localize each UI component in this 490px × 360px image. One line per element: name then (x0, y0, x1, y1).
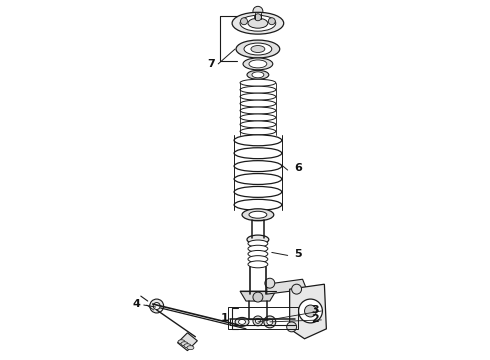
Ellipse shape (240, 79, 276, 86)
Circle shape (241, 18, 247, 25)
Ellipse shape (248, 240, 268, 247)
Polygon shape (240, 291, 276, 301)
Circle shape (305, 305, 317, 317)
Text: 6: 6 (294, 163, 302, 173)
Text: 2: 2 (312, 314, 319, 324)
Ellipse shape (234, 148, 282, 159)
Ellipse shape (240, 93, 276, 100)
Text: 5: 5 (294, 249, 302, 260)
Ellipse shape (248, 18, 268, 28)
Ellipse shape (234, 174, 282, 184)
Polygon shape (267, 279, 307, 294)
Text: 7: 7 (207, 59, 215, 69)
Ellipse shape (248, 261, 268, 268)
Ellipse shape (242, 209, 274, 221)
Circle shape (298, 299, 322, 323)
Text: 3: 3 (312, 305, 319, 315)
Ellipse shape (248, 251, 268, 257)
Ellipse shape (184, 344, 191, 348)
Ellipse shape (178, 340, 185, 344)
Ellipse shape (243, 58, 273, 70)
Ellipse shape (240, 114, 276, 121)
Ellipse shape (240, 86, 276, 93)
Bar (228, 307, 297, 329)
Circle shape (264, 316, 276, 328)
Ellipse shape (235, 318, 249, 327)
Circle shape (292, 284, 301, 294)
Ellipse shape (252, 72, 264, 78)
Circle shape (287, 322, 296, 332)
Circle shape (254, 14, 261, 21)
Ellipse shape (236, 40, 280, 58)
Circle shape (267, 319, 273, 325)
Ellipse shape (234, 199, 282, 210)
Text: 1: 1 (220, 313, 228, 323)
Ellipse shape (234, 135, 282, 146)
Ellipse shape (247, 70, 269, 79)
Circle shape (269, 18, 275, 25)
Circle shape (253, 292, 263, 302)
Circle shape (265, 278, 275, 288)
Ellipse shape (187, 346, 194, 350)
Ellipse shape (181, 342, 188, 346)
Ellipse shape (239, 319, 245, 324)
Polygon shape (177, 333, 197, 351)
Ellipse shape (240, 121, 276, 128)
Ellipse shape (244, 43, 272, 55)
Ellipse shape (240, 107, 276, 114)
Ellipse shape (249, 60, 267, 68)
Ellipse shape (240, 100, 276, 107)
Ellipse shape (247, 235, 269, 244)
Circle shape (253, 316, 263, 326)
Ellipse shape (232, 12, 284, 34)
Ellipse shape (240, 15, 276, 31)
Ellipse shape (249, 211, 267, 218)
Circle shape (255, 319, 260, 323)
Circle shape (153, 302, 160, 310)
Ellipse shape (234, 161, 282, 172)
Polygon shape (290, 284, 326, 339)
Ellipse shape (251, 46, 265, 53)
Text: 4: 4 (133, 299, 141, 309)
Circle shape (150, 299, 164, 313)
Circle shape (253, 6, 263, 16)
Ellipse shape (234, 186, 282, 197)
Ellipse shape (248, 245, 268, 252)
Ellipse shape (240, 128, 276, 135)
Ellipse shape (248, 256, 268, 262)
